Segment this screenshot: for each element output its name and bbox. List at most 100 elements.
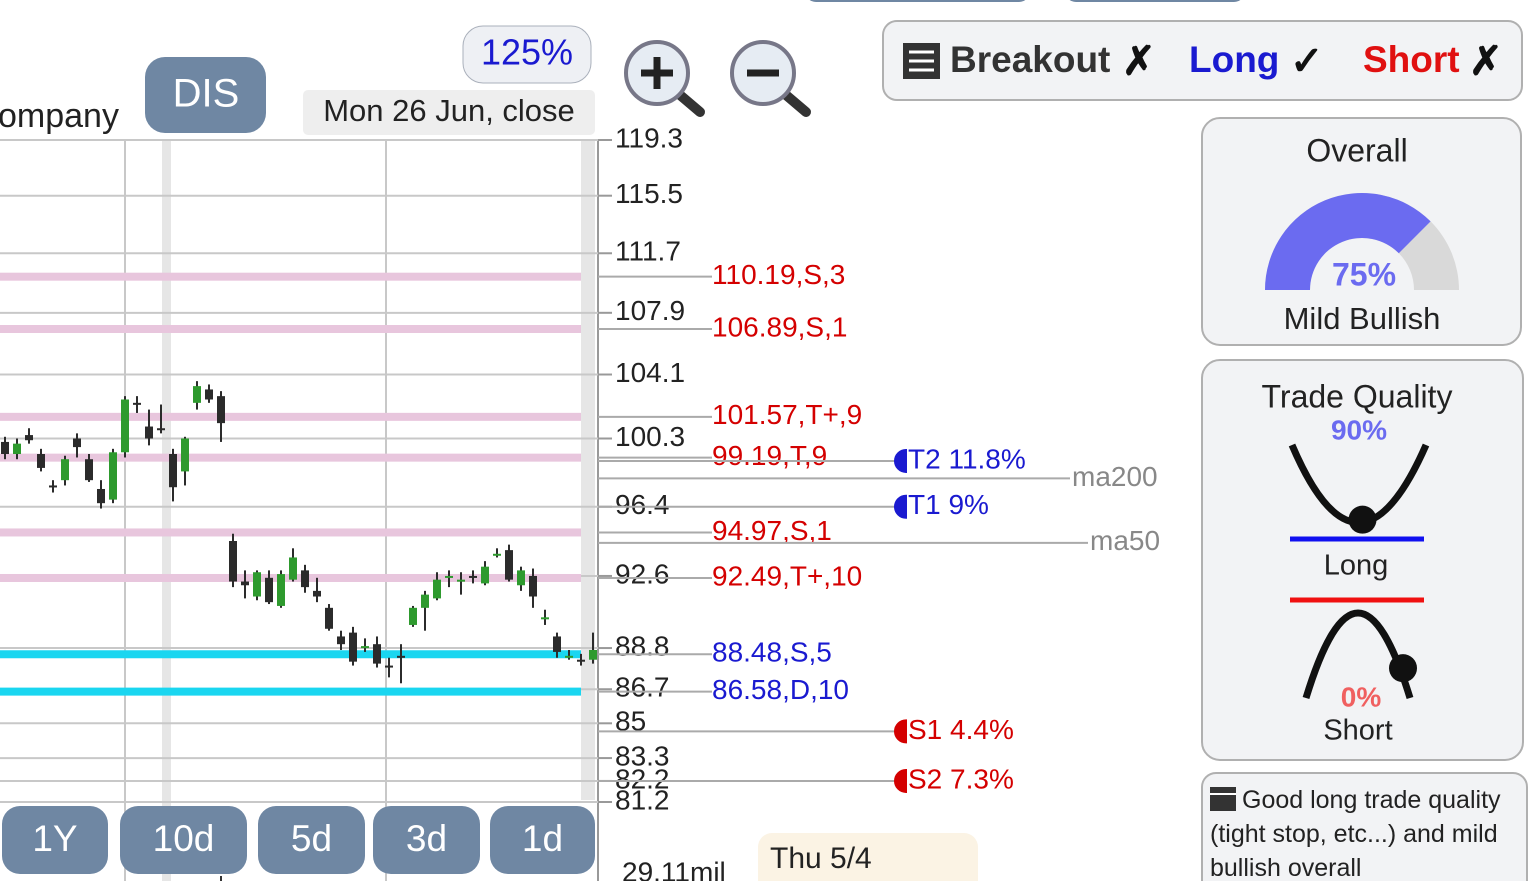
level-band bbox=[0, 687, 581, 696]
candle-body bbox=[73, 438, 81, 448]
candle-body bbox=[577, 659, 585, 662]
level-band bbox=[0, 650, 581, 659]
quality-panel bbox=[1201, 359, 1524, 761]
level-band bbox=[0, 453, 581, 462]
candle-body bbox=[61, 459, 69, 481]
y-tick-label: 119.3 bbox=[615, 122, 683, 153]
overall-title: Overall bbox=[1306, 132, 1407, 168]
date-box bbox=[303, 90, 595, 135]
range-button[interactable] bbox=[120, 806, 247, 874]
candle-body bbox=[1, 441, 9, 455]
candle-body bbox=[313, 590, 321, 597]
candle-body bbox=[505, 550, 513, 580]
range-label: 1Y bbox=[32, 818, 77, 859]
v-band bbox=[581, 140, 595, 800]
short: Short bbox=[1363, 39, 1460, 80]
candle-body bbox=[301, 570, 309, 588]
y-tick-label: 83.3 bbox=[615, 740, 670, 771]
candle-body bbox=[541, 617, 549, 620]
short-ball bbox=[1389, 654, 1417, 683]
candle-body bbox=[37, 454, 45, 468]
long: Long bbox=[1189, 39, 1279, 80]
top-button[interactable] bbox=[1065, 0, 1245, 2]
candle-body bbox=[361, 646, 369, 649]
long-mark: ✓ bbox=[1290, 40, 1324, 84]
range-button[interactable] bbox=[258, 806, 365, 874]
target-label: S1 4.4% bbox=[908, 714, 1014, 745]
candle-body bbox=[445, 575, 453, 578]
level-label: 86.58,D,10 bbox=[712, 674, 849, 705]
candle-body bbox=[493, 553, 501, 556]
candle-body bbox=[433, 579, 441, 599]
level-band bbox=[0, 528, 581, 537]
y-tick-label: 107.9 bbox=[615, 295, 685, 326]
level-label: 94.97,S,1 bbox=[712, 515, 832, 546]
symbol: DIS bbox=[173, 72, 240, 116]
level-band bbox=[0, 325, 581, 334]
candle-body bbox=[157, 428, 165, 431]
candle-body bbox=[289, 557, 297, 580]
candle-body bbox=[133, 402, 141, 405]
range-button[interactable] bbox=[2, 806, 108, 874]
range-label: 3d bbox=[406, 818, 447, 859]
range-button[interactable] bbox=[490, 806, 595, 874]
candle-body bbox=[385, 665, 393, 668]
hover-date: Thu 5/4 bbox=[770, 842, 872, 875]
level-label: 101.57,T+,9 bbox=[712, 399, 862, 430]
level-label: 106.89,S,1 bbox=[712, 311, 847, 342]
range-label: 5d bbox=[291, 818, 332, 859]
note-panel bbox=[1201, 772, 1528, 881]
candle-body bbox=[145, 426, 153, 439]
level-label: 110.19,S,3 bbox=[712, 259, 845, 290]
candle-body bbox=[205, 389, 213, 400]
candle-body bbox=[277, 574, 285, 606]
overall-label: 75% bbox=[1332, 256, 1396, 292]
target-label: T1 9% bbox=[908, 489, 989, 520]
volume-label: 29.11mil bbox=[622, 856, 726, 881]
symbol-pill[interactable] bbox=[145, 57, 266, 133]
level-band bbox=[0, 272, 581, 281]
candle-body bbox=[349, 632, 357, 662]
candle-body bbox=[25, 435, 33, 441]
candle-body bbox=[481, 566, 489, 584]
y-tick-label: 88.8 bbox=[615, 630, 670, 661]
ma-label: ma50 bbox=[1090, 525, 1160, 556]
v-band bbox=[162, 140, 171, 881]
y-tick-label: 96.4 bbox=[615, 489, 670, 520]
gauge-fill bbox=[1265, 193, 1431, 290]
level-label: 88.48,S,5 bbox=[712, 637, 832, 668]
candle-body bbox=[589, 649, 597, 660]
range-label: 1d bbox=[522, 818, 563, 859]
candle-body bbox=[169, 454, 177, 488]
date: Mon 26 Jun, close bbox=[323, 93, 575, 128]
y-tick-label: 82.2 bbox=[615, 763, 670, 794]
zoom-pill[interactable] bbox=[462, 25, 592, 84]
zoom-out[interactable] bbox=[730, 40, 811, 117]
level-band bbox=[0, 412, 581, 421]
candle-body bbox=[193, 386, 201, 403]
candle-body bbox=[409, 607, 417, 625]
note-text: Good long trade quality (tight stop, etc… bbox=[1210, 786, 1501, 882]
y-tick-label: 115.5 bbox=[615, 178, 683, 209]
candle-body bbox=[85, 459, 93, 481]
y-tick-label: 104.1 bbox=[615, 357, 685, 388]
target-label: T2 11.8% bbox=[908, 443, 1026, 474]
candle-body bbox=[529, 575, 537, 597]
y-tick-label: 81.2 bbox=[615, 784, 670, 815]
quality-title: Trade Quality bbox=[1262, 378, 1453, 414]
candle-body bbox=[265, 577, 273, 603]
candle-body bbox=[217, 396, 225, 424]
top-button[interactable] bbox=[805, 0, 1030, 2]
target-label: S2 7.3% bbox=[908, 763, 1014, 794]
short-quality: 0% bbox=[1341, 681, 1382, 712]
ma-label: ma200 bbox=[1072, 461, 1158, 492]
target-icon bbox=[894, 494, 907, 519]
y-tick-label: 92.6 bbox=[615, 558, 670, 589]
y-tick-label: 100.3 bbox=[615, 421, 685, 452]
candle-body bbox=[457, 579, 465, 582]
candle-body bbox=[517, 570, 525, 586]
range-button[interactable] bbox=[373, 806, 480, 874]
candle-body bbox=[325, 607, 333, 629]
zoom-in[interactable] bbox=[624, 40, 705, 117]
